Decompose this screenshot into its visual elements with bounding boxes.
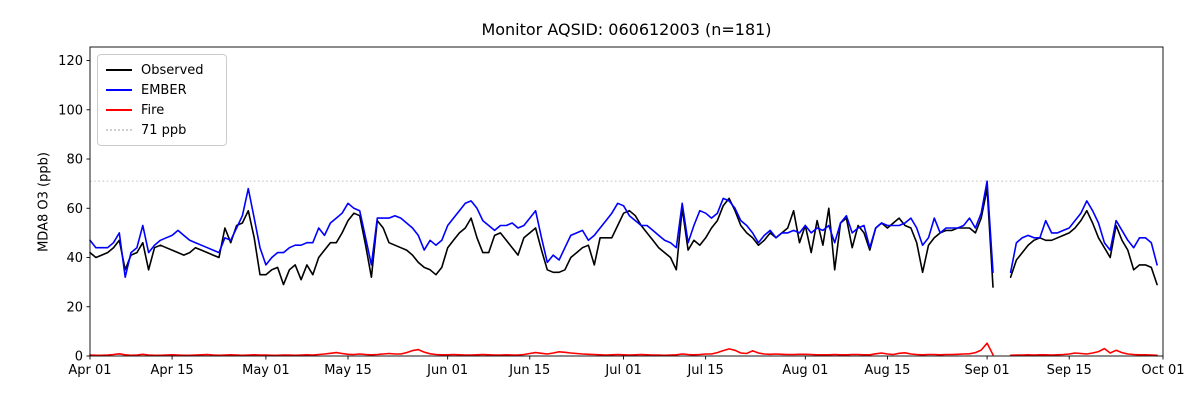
legend-item-ember: EMBER xyxy=(106,80,218,100)
x-tick-label: Jul 01 xyxy=(604,363,641,378)
y-tick-label: 120 xyxy=(58,54,83,69)
legend: Observed EMBER Fire 71 ppb xyxy=(97,54,227,146)
x-tick-label: Aug 15 xyxy=(864,363,910,378)
y-tick-label: 40 xyxy=(66,251,83,266)
x-tick-label: Oct 01 xyxy=(1141,363,1184,378)
x-tick-label: May 01 xyxy=(242,363,290,378)
legend-label-observed: Observed xyxy=(141,62,204,78)
x-tick-label: Apr 15 xyxy=(151,363,194,378)
legend-label-ember: EMBER xyxy=(141,82,187,98)
x-tick-label: Jun 01 xyxy=(426,363,468,378)
legend-label-fire: Fire xyxy=(141,102,165,118)
observed-line-icon xyxy=(106,69,132,71)
y-tick-label: 100 xyxy=(58,103,83,118)
legend-item-threshold: 71 ppb xyxy=(106,120,218,140)
axes-box xyxy=(89,46,1164,357)
ember-line-icon xyxy=(106,89,132,91)
x-tick-label: Aug 01 xyxy=(782,363,828,378)
chart-title: Monitor AQSID: 060612003 (n=181) xyxy=(481,20,772,39)
legend-item-observed: Observed xyxy=(106,60,218,80)
y-tick-label: 60 xyxy=(66,202,83,217)
y-tick-label: 0 xyxy=(75,350,83,365)
y-axis-label: MDA8 O3 (ppb) xyxy=(36,152,52,252)
x-tick-label: May 15 xyxy=(324,363,372,378)
ember-line xyxy=(89,180,1158,278)
x-tick-label: Jun 15 xyxy=(508,363,550,378)
legend-label-threshold: 71 ppb xyxy=(141,122,187,138)
threshold-line-icon xyxy=(106,129,132,131)
fire-line-icon xyxy=(106,109,132,111)
observed-line xyxy=(89,187,1158,288)
x-tick-label: Apr 01 xyxy=(68,363,111,378)
fire-line xyxy=(89,342,1158,357)
y-tick-label: 20 xyxy=(66,300,83,315)
y-tick-label: 80 xyxy=(66,153,83,168)
x-tick-label: Sep 15 xyxy=(1047,363,1092,378)
x-tick-label: Jul 15 xyxy=(686,363,723,378)
x-tick-label: Sep 01 xyxy=(965,363,1010,378)
legend-item-fire: Fire xyxy=(106,100,218,120)
